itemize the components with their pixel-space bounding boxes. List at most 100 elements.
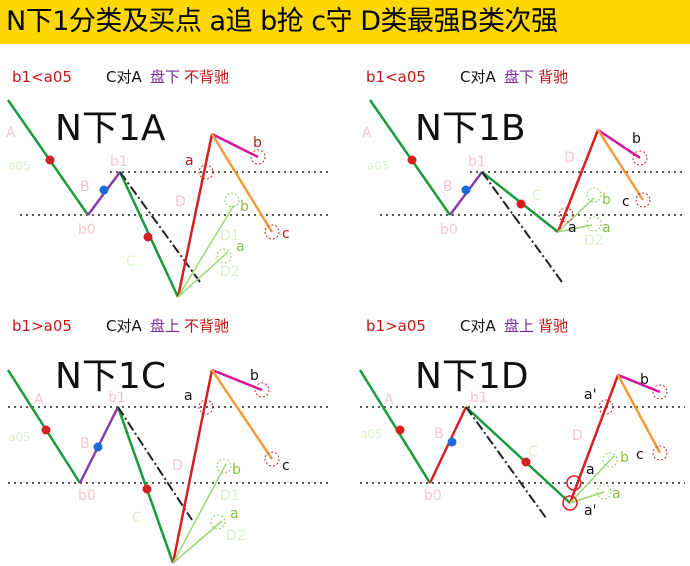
panel-n1c: b1>a05 C对A 盘上 不背驰 N下1C A a05 B b0 b1 C D… — [6, 317, 330, 564]
panel-n1c-seg-up — [211, 368, 263, 392]
panel-n1d-label-b-buy: b — [620, 450, 629, 466]
panel-n1b-label-d2: D2 — [584, 233, 604, 249]
panel-n1d-ring-a-prime — [598, 399, 614, 415]
panel-n1b-c-vs-a: C对A — [460, 68, 496, 86]
panel-n1b-d2-line — [557, 224, 593, 233]
panel-n1b-label-a: a — [568, 220, 577, 236]
panel-n1d-condition: b1>a05 — [366, 317, 426, 335]
panel-n1d-dot-a05 — [395, 425, 405, 435]
panel-n1c-dot-a05 — [41, 425, 51, 435]
panel-n1a-label-d-seg: D — [175, 194, 186, 210]
panel-n1a-title: N下1A — [55, 108, 166, 149]
panel-n1a-label-c: c — [282, 226, 290, 242]
panel-n1c-seg-d — [171, 369, 214, 564]
panel-n1a-label-b: b — [253, 135, 262, 151]
panel-n1b-label-c-seg: C — [532, 188, 542, 204]
panel-n1b: b1<a05 C对A 盘下 背驰 N下1B A a05 B b0 b1 C D … — [362, 68, 685, 283]
panel-n1b-label-a-buy: a — [602, 220, 611, 236]
panel-n1c-label-b-seg: B — [80, 436, 90, 452]
title-banner: N下1分类及买点 a追 b抢 c守 D类最强B类次强 — [0, 0, 690, 44]
panel-n1b-label-b-seg: B — [443, 179, 453, 195]
panel-n1a-label-a05: a05 — [8, 159, 31, 173]
panel-n1c-ring-c — [264, 451, 280, 467]
panel-n1b-label-a05: a05 — [367, 159, 390, 173]
panel-n1d-label-a-low: a — [586, 462, 595, 478]
panel-n1c-ring-green-2 — [210, 514, 226, 530]
panel-n1c-d2-line — [172, 520, 223, 564]
diagram-canvas: b1<a05 C对A 盘下 不背驰 N下1A A a05 B b0 b1 C D… — [6, 68, 685, 564]
panel-n1c-label-a-buy: a — [230, 506, 239, 522]
panel-n1d-title: N下1D — [415, 356, 529, 397]
panel-n1b-d1-line — [557, 197, 595, 233]
panel-n1d-label-a-prime-top: a' — [584, 387, 596, 403]
panel-n1d-label-a05: a05 — [360, 427, 383, 441]
panel-n1d-d1-line — [569, 455, 615, 504]
panel-n1d-label-b1: b1 — [470, 390, 488, 406]
panel-n1a: b1<a05 C对A 盘下 不背驰 N下1A A a05 B b0 b1 C D… — [6, 68, 330, 298]
panel-n1a-d2-line — [177, 251, 229, 298]
panel-n1a-seg-down — [210, 133, 274, 233]
panel-n1c-d1-line — [172, 463, 227, 564]
panel-n1c-pan: 盘上 — [150, 317, 180, 335]
panel-n1c-label-a: a — [184, 388, 193, 404]
panel-n1b-seg-down — [596, 129, 645, 201]
panel-n1a-label-b-seg: B — [80, 179, 90, 195]
panel-n1a-label-b-buy: b — [240, 199, 249, 215]
panel-n1c-dot-c — [142, 484, 152, 494]
panel-n1d-d2-line — [569, 491, 605, 504]
panel-n1a-label-c-seg: C — [126, 254, 136, 270]
panel-n1b-label-b0: b0 — [440, 222, 458, 238]
panel-n1b-title: N下1B — [415, 108, 526, 149]
panel-n1d-seg-b — [428, 406, 468, 484]
panel-n1a-ring-b — [250, 149, 266, 165]
panel-n1c-label-c: c — [282, 458, 290, 474]
panel-n1a-divergence: 不背驰 — [184, 68, 229, 86]
panel-n1c-title: N下1C — [55, 356, 166, 397]
panel-n1d-dot-b — [447, 437, 457, 447]
panel-n1d-seg-down — [616, 374, 662, 454]
panel-n1c-c-vs-a: C对A — [106, 317, 142, 335]
panel-n1d-ring-c — [652, 445, 668, 461]
panel-n1c-label-d1: D1 — [220, 488, 240, 504]
panel-n1b-label-d-seg: D — [564, 150, 575, 166]
panel-n1c-label-b1: b1 — [108, 390, 126, 406]
panel-n1b-ring-a — [558, 207, 574, 223]
panel-n1c-seg-down — [210, 369, 274, 460]
panel-n1d-pan: 盘上 — [504, 317, 534, 335]
panel-n1c-ring-green-1 — [216, 458, 232, 474]
panel-n1a-d1-line — [177, 204, 235, 298]
panel-n1d-ring-green-1 — [602, 452, 618, 468]
panel-n1b-ring-green-2 — [586, 216, 602, 232]
panel-n1c-label-a-seg: A — [34, 392, 44, 408]
panel-n1b-ring-green-1 — [586, 187, 602, 203]
panel-n1b-label-b-buy: b — [602, 192, 611, 208]
panel-n1b-label-b1: b1 — [468, 154, 486, 170]
panel-n1d: b1>a05 C对A 盘上 背驰 N下1D A a05 B b0 b1 C D … — [358, 317, 685, 519]
panel-n1a-label-a: a — [185, 153, 194, 169]
panel-n1a-dot-c — [143, 232, 153, 242]
panel-n1d-seg-a — [358, 369, 432, 484]
panel-n1b-label-a-seg: A — [362, 125, 372, 141]
panel-n1b-dot-a05 — [407, 155, 417, 165]
panel-n1d-label-b0: b0 — [424, 488, 442, 504]
panel-n1c-label-d-seg: D — [172, 458, 183, 474]
panel-n1d-label-a-prime-low: a' — [584, 503, 596, 519]
panel-n1a-condition: b1<a05 — [12, 68, 72, 86]
panel-n1b-dot-b — [461, 185, 471, 195]
panel-n1d-dot-c — [521, 457, 531, 467]
panel-n1b-pan: 盘下 — [504, 68, 534, 86]
panel-n1a-dot-a05 — [45, 155, 55, 165]
banner-title: N下1分类及买点 a追 b抢 c守 D类最强B类次强 — [6, 6, 558, 37]
panel-n1a-label-a-buy: a — [236, 239, 245, 255]
panel-n1d-seg-up — [617, 373, 661, 394]
panel-n1d-label-a-seg: A — [384, 392, 394, 408]
panel-n1d-label-b: b — [640, 372, 649, 388]
panel-n1c-divergence: 不背驰 — [184, 317, 229, 335]
panel-n1d-seg-d — [568, 374, 620, 504]
panel-n1d-label-b-seg: B — [434, 426, 444, 442]
panel-n1c-label-b0: b0 — [78, 488, 96, 504]
panel-n1a-label-b0: b0 — [78, 222, 96, 238]
panel-n1c-label-a05: a05 — [8, 430, 31, 444]
panel-n1b-seg-up — [597, 128, 641, 160]
panel-n1c-dot-b — [93, 442, 103, 452]
